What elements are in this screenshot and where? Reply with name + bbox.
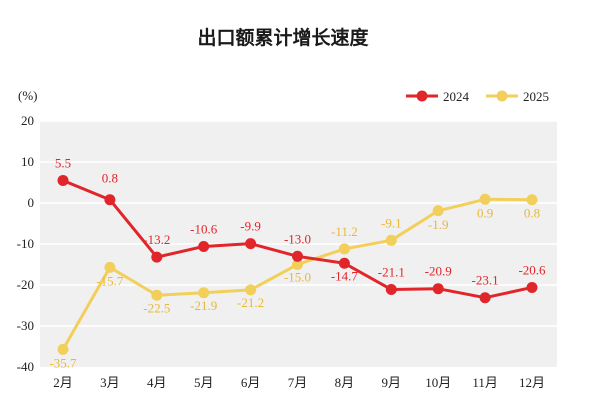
data-label-2024: -13.2 bbox=[143, 232, 170, 247]
data-label-2025: 0.9 bbox=[477, 205, 493, 220]
y-unit-label: (%) bbox=[18, 88, 38, 103]
data-point-2024 bbox=[57, 174, 69, 186]
data-label-2024: -20.9 bbox=[425, 264, 452, 279]
data-point-2024 bbox=[338, 257, 350, 269]
y-tick-label: -30 bbox=[17, 318, 34, 333]
x-tick-label: 12月 bbox=[519, 375, 545, 390]
data-label-2025: -15.7 bbox=[96, 273, 124, 288]
y-axis-ticks: 20 10 0 -10 -20 -30 -40 bbox=[17, 113, 34, 374]
x-tick-label: 11月 bbox=[472, 375, 498, 390]
data-point-2025 bbox=[151, 289, 163, 301]
data-label-2025: 0.8 bbox=[524, 206, 540, 221]
data-label-2025: -9.1 bbox=[381, 215, 402, 230]
data-label-2024: 5.5 bbox=[55, 155, 71, 170]
y-tick-label: 0 bbox=[28, 195, 35, 210]
legend-marker bbox=[496, 90, 508, 102]
y-tick-label: -40 bbox=[17, 359, 34, 374]
data-label-2024: -9.9 bbox=[240, 219, 261, 234]
data-point-2025 bbox=[385, 234, 397, 246]
data-point-2024 bbox=[526, 281, 538, 293]
data-point-2024 bbox=[151, 251, 163, 263]
data-point-2024 bbox=[479, 292, 491, 304]
legend-item-2024: 2024 bbox=[406, 89, 470, 104]
series-2024: 5.5 0.8 -13.2 -10.6 -9.9 -13.0 -14.7 -21.1 -20.9… bbox=[55, 155, 546, 304]
series-2025: -35.7 -15.7 -22.5 -21.9 -21.2 -15.0 -11.2 -9.1 -… bbox=[49, 193, 540, 370]
data-label-2025: -22.5 bbox=[143, 300, 170, 315]
data-label-2024: 0.8 bbox=[102, 171, 118, 186]
data-label-2025: -21.9 bbox=[190, 298, 217, 313]
data-label-2024: -14.7 bbox=[331, 268, 359, 283]
data-label-2024: -13.0 bbox=[284, 231, 311, 246]
data-point-2025 bbox=[104, 261, 116, 273]
data-label-2024: -23.1 bbox=[472, 273, 499, 288]
x-tick-label: 8月 bbox=[335, 375, 355, 390]
chart-title: 出口额累计增长速度 bbox=[197, 26, 369, 49]
data-point-2025 bbox=[432, 205, 444, 217]
data-label-2025: -21.2 bbox=[237, 295, 264, 310]
x-tick-label: 9月 bbox=[382, 375, 402, 390]
x-tick-label: 2月 bbox=[53, 375, 73, 390]
x-axis-ticks: 2月 3月 4月 5月 6月 7月 8月 9月 10月 11月 12月 bbox=[53, 375, 545, 390]
data-label-2025: -1.9 bbox=[428, 217, 449, 232]
y-tick-label: -20 bbox=[17, 277, 34, 292]
data-point-2025 bbox=[338, 243, 350, 255]
y-tick-label: 10 bbox=[21, 154, 34, 169]
data-point-2025 bbox=[479, 193, 491, 205]
legend-label: 2025 bbox=[523, 89, 549, 104]
data-point-2025 bbox=[245, 284, 257, 296]
data-point-2025 bbox=[57, 343, 69, 355]
data-point-2025 bbox=[292, 259, 303, 270]
gridlines bbox=[40, 120, 557, 327]
data-point-2024 bbox=[432, 283, 444, 295]
data-label-2025: -11.2 bbox=[331, 224, 358, 239]
data-point-2024 bbox=[104, 194, 116, 206]
legend: 2024 2025 bbox=[406, 89, 549, 104]
data-label-2025: -35.7 bbox=[49, 355, 77, 370]
x-tick-label: 5月 bbox=[194, 375, 214, 390]
data-point-2024 bbox=[245, 238, 257, 250]
legend-marker bbox=[416, 90, 428, 102]
y-tick-label: 20 bbox=[21, 113, 34, 128]
data-point-2024 bbox=[198, 240, 210, 252]
x-tick-label: 3月 bbox=[100, 375, 120, 390]
series-group: -35.7 -15.7 -22.5 -21.9 -21.2 -15.0 -11.2 -9.1 -… bbox=[49, 155, 546, 370]
data-point-2024 bbox=[292, 250, 303, 262]
data-label-2024: -20.6 bbox=[518, 262, 546, 277]
data-label-2024: -10.6 bbox=[190, 221, 218, 236]
x-tick-label: 7月 bbox=[288, 375, 308, 390]
legend-label: 2024 bbox=[443, 89, 470, 104]
data-label-2024: -21.1 bbox=[378, 265, 405, 280]
legend-item-2025: 2025 bbox=[486, 89, 549, 104]
data-label-2025: -15.0 bbox=[284, 270, 311, 285]
data-point-2024 bbox=[385, 284, 397, 296]
y-tick-label: -10 bbox=[17, 236, 34, 251]
x-tick-label: 10月 bbox=[425, 375, 451, 390]
data-point-2025 bbox=[198, 287, 210, 299]
x-tick-label: 4月 bbox=[147, 375, 167, 390]
x-tick-label: 6月 bbox=[241, 375, 261, 390]
data-point-2025 bbox=[526, 194, 538, 206]
